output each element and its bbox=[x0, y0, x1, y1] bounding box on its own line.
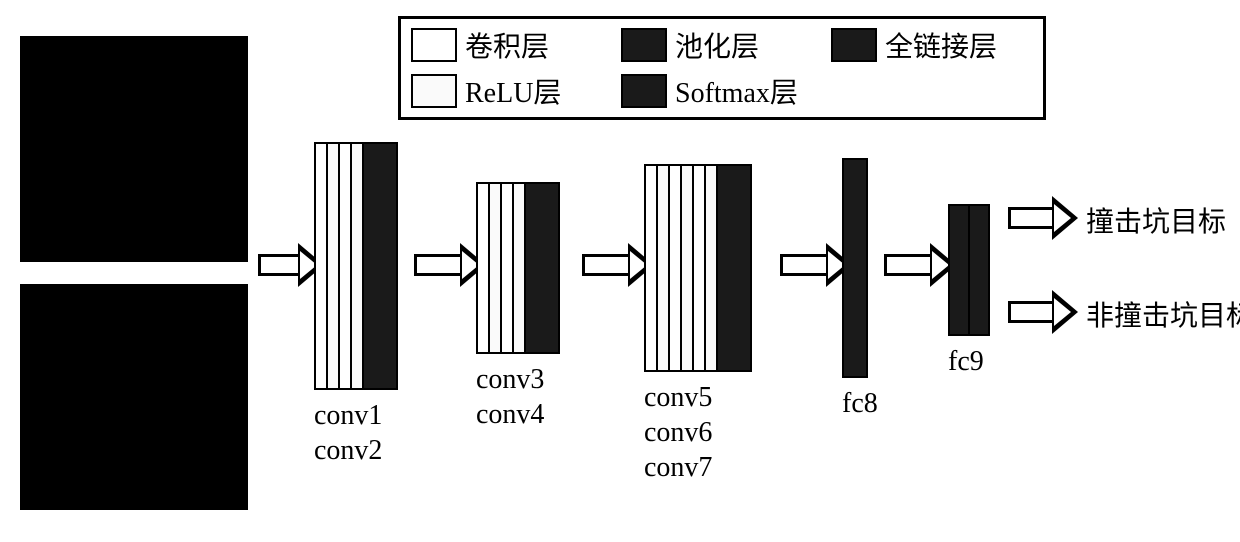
legend-swatch-softmax bbox=[621, 74, 667, 108]
slab-fc9-1-softmax bbox=[968, 204, 990, 336]
legend-swatch-fc bbox=[831, 28, 877, 62]
slab-fc8-0-fc bbox=[842, 158, 868, 378]
legend-label-pool: 池化层 bbox=[675, 25, 823, 65]
legend-label-softmax: Softmax层 bbox=[675, 71, 823, 111]
output-label-1: 撞击坑目标 bbox=[1086, 200, 1226, 240]
diagram-canvas: 卷积层 池化层 全链接层 ReLU层 Softmax层 conv1conv2 co… bbox=[0, 0, 1240, 542]
stack-fc8: fc8 bbox=[842, 158, 868, 378]
output-arrow-2 bbox=[1008, 290, 1078, 334]
legend-label-conv: 卷积层 bbox=[465, 25, 613, 65]
stack-label-fc9: fc9 bbox=[948, 344, 984, 379]
legend-swatch-pool bbox=[621, 28, 667, 62]
stack-label-block2: conv3conv4 bbox=[476, 362, 544, 432]
slab-block1-4-pool bbox=[362, 142, 398, 390]
slab-fc9-0-fc bbox=[948, 204, 970, 336]
legend: 卷积层 池化层 全链接层 ReLU层 Softmax层 bbox=[398, 16, 1046, 120]
input-image-2 bbox=[20, 284, 248, 510]
stack-block3: conv5conv6conv7 bbox=[644, 164, 752, 372]
legend-label-relu: ReLU层 bbox=[465, 71, 613, 111]
stack-block2: conv3conv4 bbox=[476, 182, 560, 354]
slab-block2-4-pool bbox=[524, 182, 560, 354]
stack-block1: conv1conv2 bbox=[314, 142, 398, 390]
output-arrow-1 bbox=[1008, 196, 1078, 240]
input-images bbox=[20, 36, 248, 510]
stack-fc9: fc9 bbox=[948, 204, 990, 336]
flow-arrow-5 bbox=[884, 243, 956, 287]
legend-swatch-conv bbox=[411, 28, 457, 62]
legend-label-fc: 全链接层 bbox=[885, 25, 1033, 65]
input-image-1 bbox=[20, 36, 248, 262]
stack-label-fc8: fc8 bbox=[842, 386, 878, 421]
output-label-2: 非撞击坑目标 bbox=[1086, 294, 1240, 334]
stack-label-block3: conv5conv6conv7 bbox=[644, 380, 712, 485]
legend-swatch-relu bbox=[411, 74, 457, 108]
slab-block3-6-pool bbox=[716, 164, 752, 372]
stack-label-block1: conv1conv2 bbox=[314, 398, 382, 468]
